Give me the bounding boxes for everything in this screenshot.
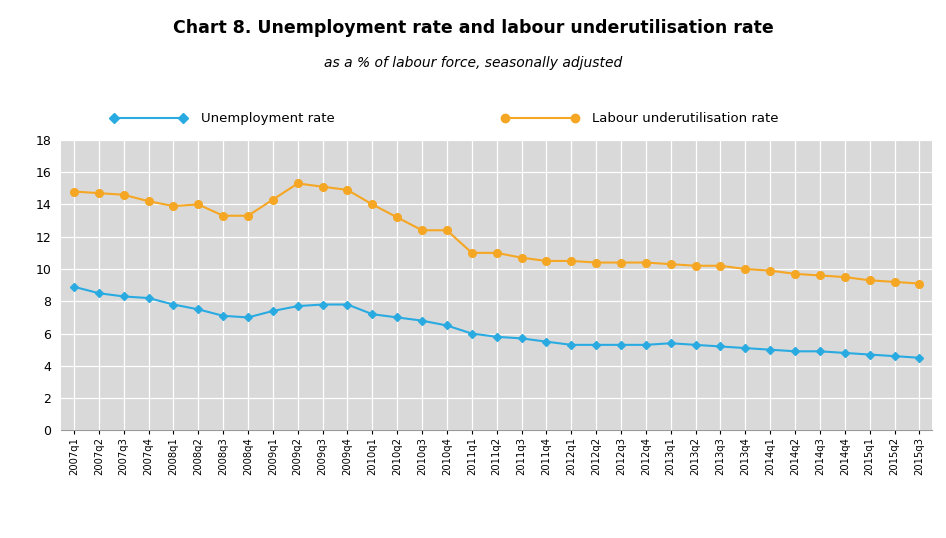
- Labour underutilisation rate: [764, 267, 776, 274]
- Unemployment rate: [889, 353, 901, 359]
- Labour underutilisation rate: [292, 180, 304, 187]
- Labour underutilisation rate: [640, 259, 652, 266]
- Unemployment rate: [167, 301, 179, 308]
- Text: Labour underutilisation rate: Labour underutilisation rate: [592, 112, 779, 125]
- Labour underutilisation rate: [118, 192, 130, 198]
- Unemployment rate: [864, 351, 875, 358]
- Labour underutilisation rate: [93, 190, 104, 196]
- Text: as a % of labour force, seasonally adjusted: as a % of labour force, seasonally adjus…: [324, 56, 622, 70]
- Unemployment rate: [690, 342, 701, 348]
- Line: Unemployment rate: Unemployment rate: [71, 284, 922, 361]
- Unemployment rate: [242, 314, 254, 321]
- Unemployment rate: [764, 346, 776, 353]
- Unemployment rate: [789, 348, 800, 355]
- Labour underutilisation rate: [516, 254, 527, 261]
- Unemployment rate: [491, 334, 502, 340]
- Unemployment rate: [416, 317, 428, 324]
- Unemployment rate: [292, 303, 304, 309]
- Unemployment rate: [665, 340, 676, 346]
- Labour underutilisation rate: [541, 258, 552, 264]
- Unemployment rate: [615, 342, 626, 348]
- Unemployment rate: [367, 311, 378, 317]
- Labour underutilisation rate: [392, 214, 403, 221]
- Unemployment rate: [392, 314, 403, 321]
- Unemployment rate: [541, 338, 552, 345]
- Labour underutilisation rate: [566, 258, 577, 264]
- Labour underutilisation rate: [317, 183, 328, 190]
- Unemployment rate: [68, 284, 79, 290]
- Unemployment rate: [193, 306, 204, 313]
- Unemployment rate: [441, 322, 452, 329]
- Labour underutilisation rate: [715, 263, 727, 269]
- Labour underutilisation rate: [193, 201, 204, 208]
- Labour underutilisation rate: [789, 271, 800, 277]
- Labour underutilisation rate: [740, 266, 751, 272]
- Labour underutilisation rate: [218, 213, 229, 219]
- Unemployment rate: [590, 342, 602, 348]
- Labour underutilisation rate: [864, 277, 875, 284]
- Labour underutilisation rate: [367, 201, 378, 208]
- Unemployment rate: [566, 342, 577, 348]
- Text: Unemployment rate: Unemployment rate: [201, 112, 335, 125]
- Unemployment rate: [815, 348, 826, 355]
- Labour underutilisation rate: [167, 203, 179, 209]
- Unemployment rate: [839, 350, 850, 356]
- Unemployment rate: [640, 342, 652, 348]
- Labour underutilisation rate: [242, 213, 254, 219]
- Unemployment rate: [516, 335, 527, 342]
- Labour underutilisation rate: [416, 227, 428, 233]
- Labour underutilisation rate: [590, 259, 602, 266]
- Labour underutilisation rate: [815, 272, 826, 279]
- Unemployment rate: [93, 290, 104, 296]
- Labour underutilisation rate: [914, 280, 925, 287]
- Labour underutilisation rate: [441, 227, 452, 233]
- Labour underutilisation rate: [491, 250, 502, 256]
- Labour underutilisation rate: [665, 261, 676, 267]
- Labour underutilisation rate: [466, 250, 478, 256]
- Labour underutilisation rate: [143, 198, 154, 204]
- Unemployment rate: [342, 301, 353, 308]
- Unemployment rate: [740, 345, 751, 351]
- Line: Labour underutilisation rate: Labour underutilisation rate: [70, 180, 923, 287]
- Unemployment rate: [118, 293, 130, 300]
- Unemployment rate: [715, 343, 727, 350]
- Labour underutilisation rate: [889, 279, 901, 285]
- Labour underutilisation rate: [615, 259, 626, 266]
- Labour underutilisation rate: [68, 188, 79, 195]
- Unemployment rate: [143, 295, 154, 301]
- Unemployment rate: [218, 313, 229, 319]
- Text: Chart 8. Unemployment rate and labour underutilisation rate: Chart 8. Unemployment rate and labour un…: [172, 19, 774, 37]
- Unemployment rate: [466, 330, 478, 337]
- Unemployment rate: [914, 355, 925, 361]
- Unemployment rate: [317, 301, 328, 308]
- Labour underutilisation rate: [267, 196, 278, 203]
- Labour underutilisation rate: [690, 263, 701, 269]
- Unemployment rate: [267, 308, 278, 314]
- Labour underutilisation rate: [839, 274, 850, 280]
- Labour underutilisation rate: [342, 187, 353, 193]
